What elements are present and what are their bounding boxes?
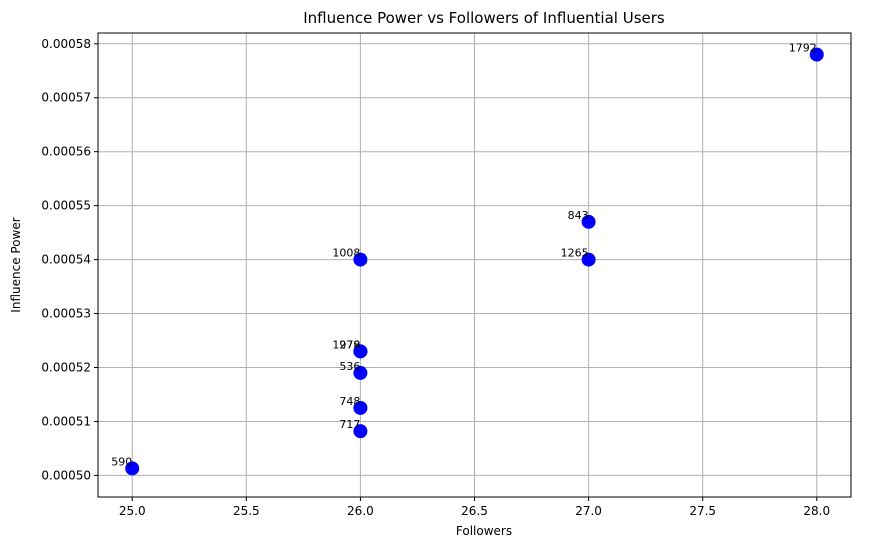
data-point [353, 400, 368, 415]
y-tick-label: 0.00052 [41, 361, 91, 375]
y-axis-label: Influence Power [9, 217, 23, 312]
data-point [581, 252, 596, 267]
y-tick-label: 0.00056 [41, 145, 91, 159]
data-point [581, 214, 596, 229]
point-label: 843 [568, 209, 589, 222]
point-label: 1792 [789, 42, 817, 55]
y-tick-label: 0.00057 [41, 91, 91, 105]
data-point [125, 461, 140, 476]
data-point [353, 344, 368, 359]
point-label: 1279 [332, 338, 360, 351]
point-label: 978 [339, 338, 360, 351]
point-label: 536 [339, 360, 360, 373]
data-points [125, 47, 824, 476]
data-point [353, 365, 368, 380]
x-axis-label: Followers [456, 524, 512, 538]
x-tick-label: 28.0 [803, 504, 830, 518]
point-label: 590 [111, 455, 132, 468]
chart-title: Influence Power vs Followers of Influent… [303, 9, 665, 27]
x-tick-label: 27.5 [689, 504, 716, 518]
y-axis-ticks: 0.00050 0.00051 0.00052 0.00053 0.00054 0.000… [41, 37, 98, 482]
y-tick-label: 0.00054 [41, 253, 91, 267]
point-label: 717 [339, 418, 360, 431]
x-tick-label: 26.5 [461, 504, 488, 518]
data-point [353, 424, 368, 439]
x-tick-label: 27.0 [575, 504, 602, 518]
x-axis-ticks: 25.0 25.5 26.0 26.5 27.0 27.5 28.0 [119, 497, 830, 518]
point-label: 748 [339, 395, 360, 408]
x-tick-label: 25.0 [119, 504, 146, 518]
data-point [353, 252, 368, 267]
point-label: 1008 [332, 247, 360, 260]
x-tick-label: 26.0 [347, 504, 374, 518]
point-label: 1265 [561, 247, 589, 260]
y-tick-label: 0.00053 [41, 307, 91, 321]
y-tick-label: 0.00055 [41, 199, 91, 213]
grid [98, 33, 851, 497]
y-tick-label: 0.00058 [41, 37, 91, 51]
x-tick-label: 25.5 [233, 504, 260, 518]
y-tick-label: 0.00050 [41, 468, 91, 482]
data-point [809, 47, 824, 62]
y-tick-label: 0.00051 [41, 414, 91, 428]
